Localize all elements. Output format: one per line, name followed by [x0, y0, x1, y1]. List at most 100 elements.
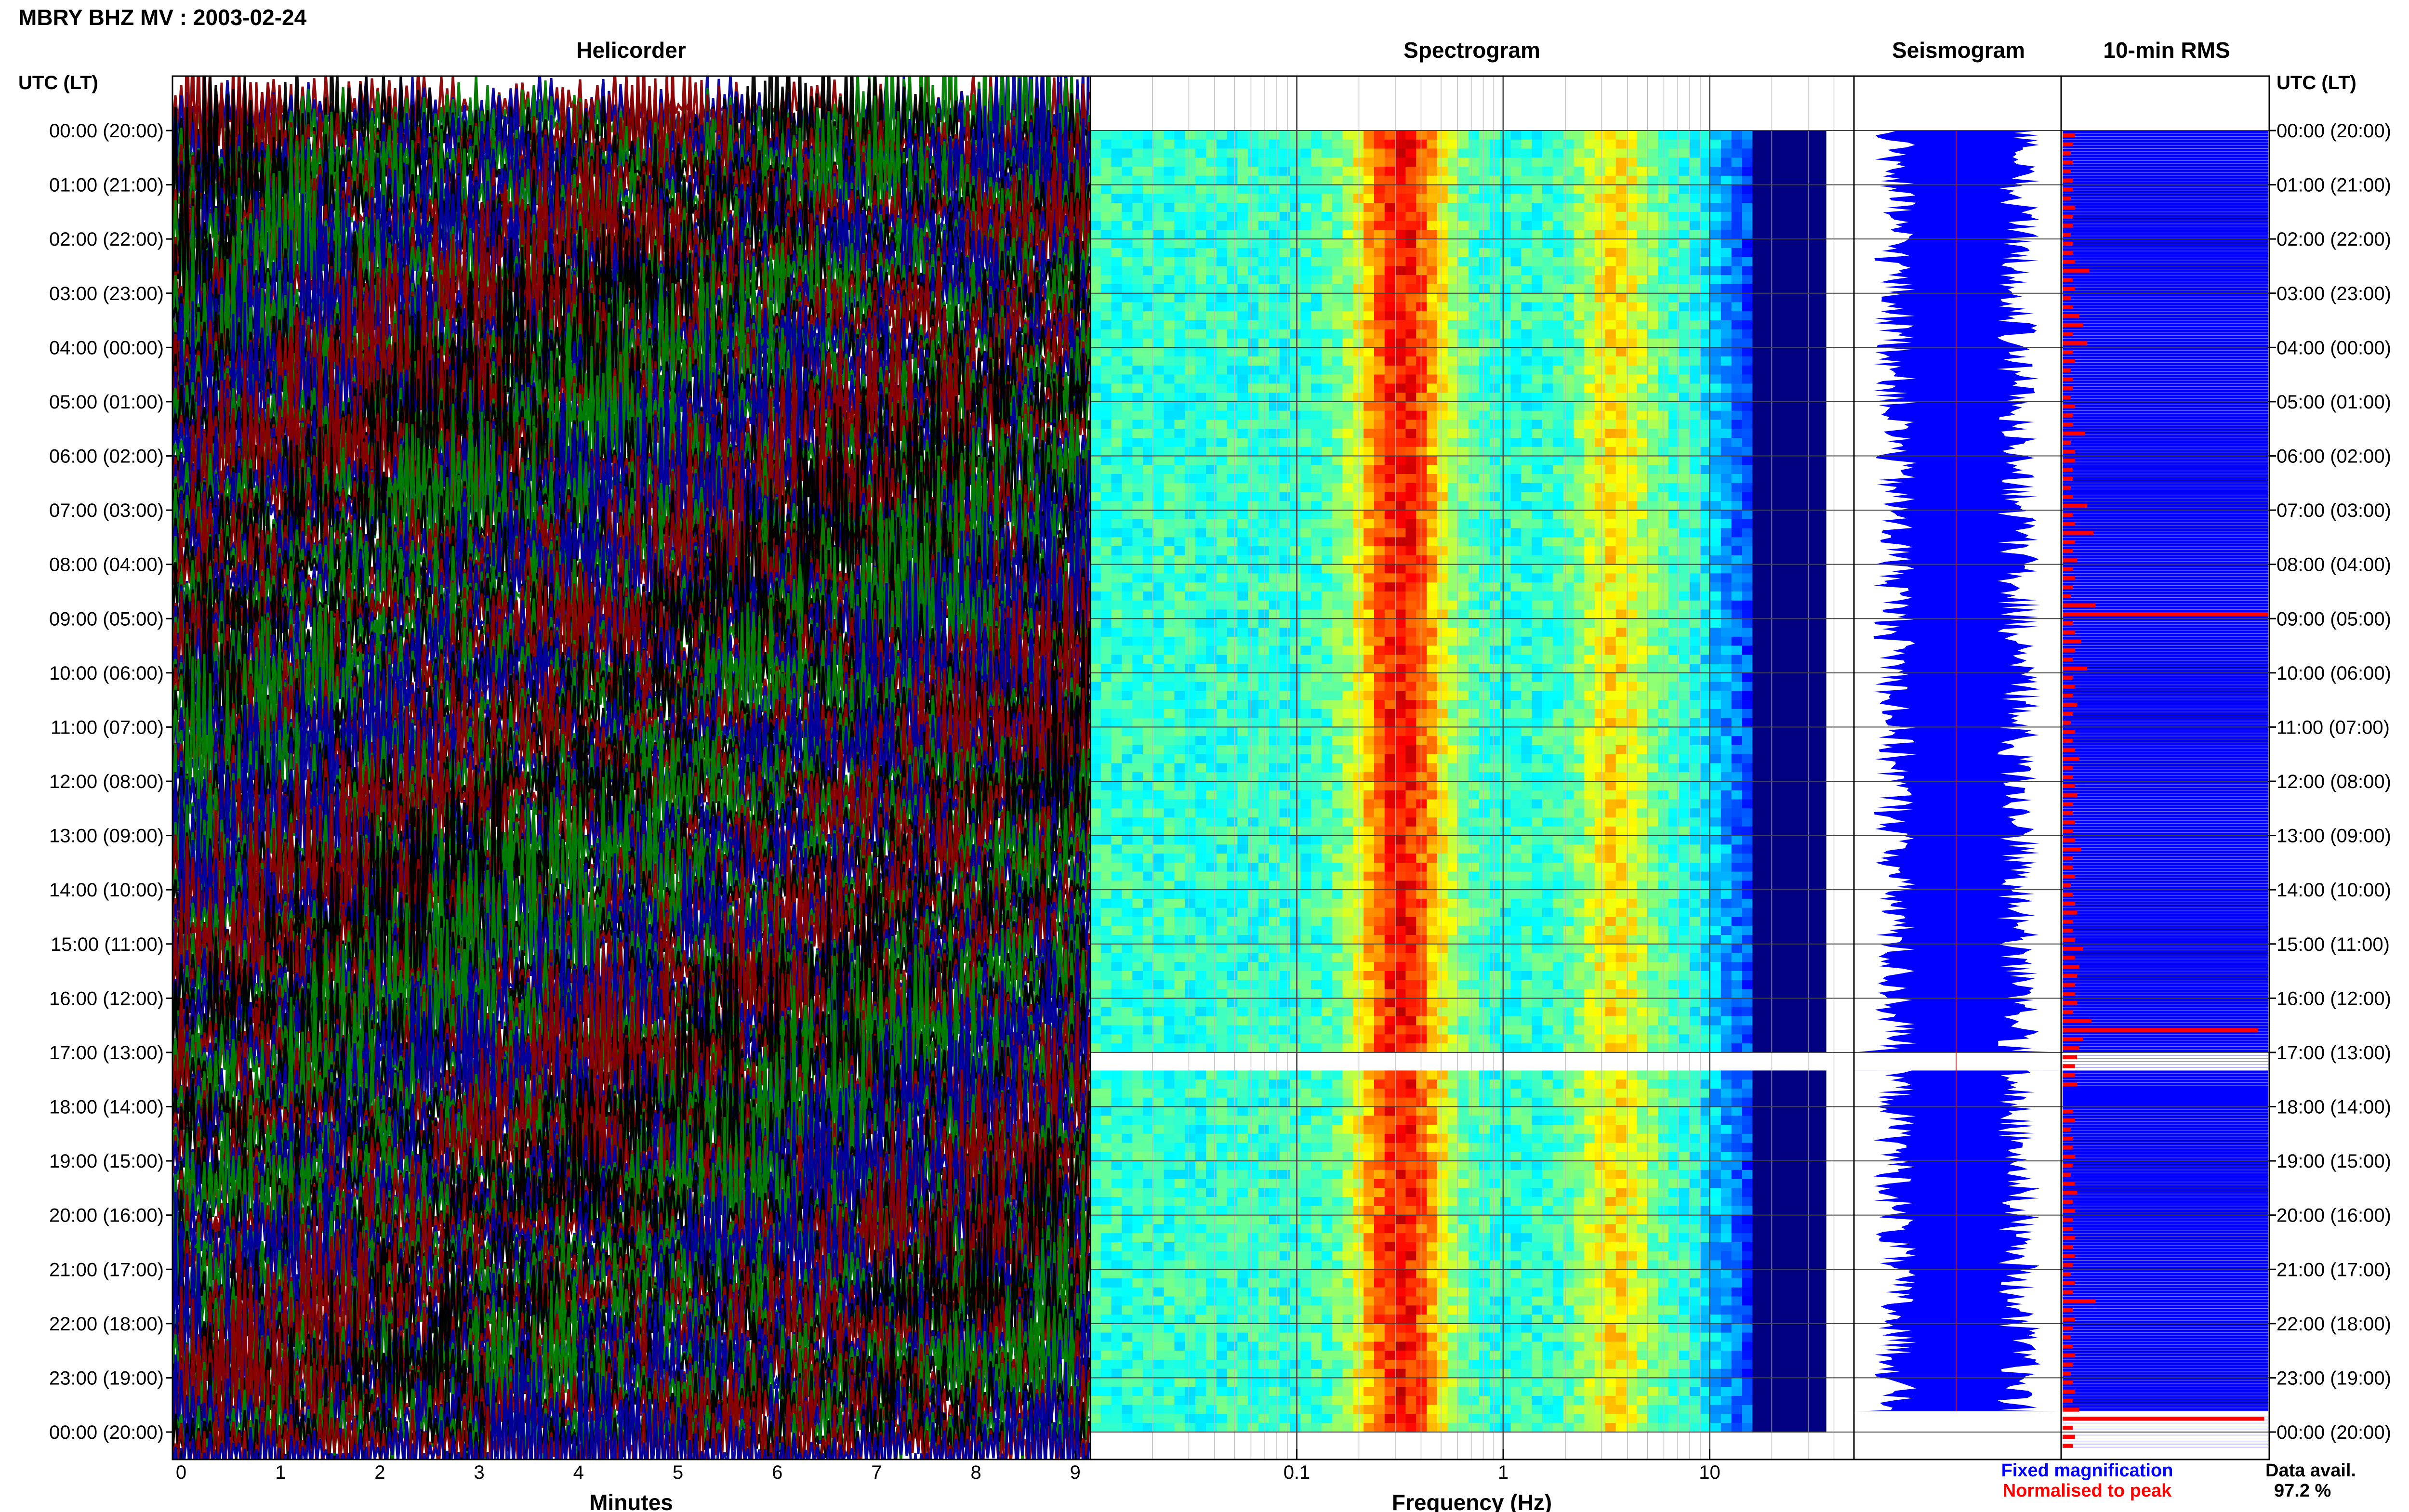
spectrogram-cell	[1111, 636, 1122, 646]
spectrogram-cell	[1647, 148, 1658, 158]
spectrogram-cell	[1416, 618, 1427, 628]
spectrogram-cell	[1132, 131, 1143, 140]
spectrogram-cell	[1647, 655, 1658, 664]
spectrogram-cell	[1794, 546, 1805, 556]
spectrogram-cell	[1731, 211, 1743, 222]
spectrogram-cell	[1353, 203, 1364, 212]
spectrogram-cell	[1731, 158, 1743, 167]
spectrogram-cell	[1658, 184, 1669, 194]
spectrogram-cell	[1427, 501, 1438, 511]
spectrogram-cell	[1584, 320, 1595, 330]
spectrogram-cell	[1122, 266, 1133, 276]
spectrogram-cell	[1153, 248, 1165, 258]
spectrogram-cell	[1258, 700, 1270, 710]
spectrogram-cell	[1605, 592, 1616, 601]
spectrogram-cell	[1721, 338, 1732, 348]
spectrogram-cell	[1248, 320, 1259, 330]
spectrogram-cell	[1143, 194, 1154, 203]
spectrogram-cell	[1689, 248, 1700, 258]
spectrogram-cell	[1416, 600, 1427, 610]
spectrogram-cell	[1521, 284, 1532, 294]
spectrogram-cell	[1532, 383, 1543, 393]
spectrogram-cell	[1510, 555, 1522, 565]
spectrogram-cell	[1658, 338, 1669, 348]
spectrogram-cell	[1164, 664, 1175, 673]
spectrogram-cell	[1615, 546, 1627, 556]
spectrogram-cell	[1752, 347, 1763, 357]
spectrogram-cell	[1647, 410, 1658, 421]
spectrogram-cell	[1185, 655, 1196, 664]
spectrogram-cell	[1605, 555, 1616, 565]
spectrogram-cell	[1542, 438, 1553, 447]
spectrogram-cell	[1185, 311, 1196, 321]
spectrogram-cell	[1731, 410, 1743, 421]
spectrogram-cell	[1637, 672, 1648, 683]
spectrogram-cell	[1815, 211, 1827, 222]
spectrogram-cell	[1605, 447, 1616, 457]
spectrogram-cell	[1416, 474, 1427, 484]
spectrogram-cell	[1216, 628, 1228, 637]
spectrogram-cell	[1479, 691, 1490, 700]
spectrogram-cell	[1374, 555, 1385, 565]
spectrogram-cell	[1752, 401, 1763, 411]
spectrogram-cell	[1437, 700, 1448, 710]
spectrogram-cell	[1416, 302, 1427, 312]
spectrogram-cell	[1437, 736, 1448, 746]
spectrogram-cell	[1227, 700, 1238, 710]
spectrogram-cell	[1794, 628, 1805, 637]
spectrogram-cell	[1427, 582, 1438, 592]
spectrogram-cell	[1353, 257, 1364, 267]
spectrogram-cell	[1143, 636, 1154, 646]
spectrogram-cell	[1185, 329, 1196, 339]
spectrogram-cell	[1658, 275, 1669, 285]
spectrogram-cell	[1773, 700, 1785, 710]
spectrogram-cell	[1195, 302, 1206, 312]
spectrogram-cell	[1595, 546, 1606, 556]
spectrogram-cell	[1227, 745, 1238, 755]
spectrogram-cell	[1384, 401, 1396, 411]
spectrogram-cell	[1416, 248, 1427, 258]
spectrogram-cell	[1111, 356, 1122, 366]
spectrogram-cell	[1521, 736, 1532, 746]
spectrogram-cell	[1384, 519, 1396, 529]
spectrogram-cell	[1784, 302, 1795, 312]
spectrogram-cell	[1742, 320, 1753, 330]
spectrogram-cell	[1615, 691, 1627, 700]
spectrogram-cell	[1742, 221, 1753, 230]
spectrogram-cell	[1195, 131, 1206, 140]
spectrogram-cell	[1143, 167, 1154, 176]
spectrogram-cell	[1311, 266, 1322, 276]
spectrogram-cell	[1122, 564, 1133, 574]
spectrogram-cell	[1427, 709, 1438, 719]
spectrogram-cell	[1679, 546, 1690, 556]
spectrogram-cell	[1521, 465, 1532, 474]
spectrogram-cell	[1206, 564, 1217, 574]
spectrogram-cell	[1185, 230, 1196, 239]
spectrogram-cell	[1405, 401, 1416, 411]
spectrogram-cell	[1405, 230, 1416, 239]
spectrogram-cell	[1584, 555, 1595, 565]
spectrogram-cell	[1700, 736, 1711, 746]
spectrogram-cell	[1185, 266, 1196, 276]
spectrogram-cell	[1363, 537, 1375, 547]
spectrogram-cell	[1395, 492, 1406, 501]
spectrogram-cell	[1258, 302, 1270, 312]
spectrogram-cell	[1563, 474, 1574, 484]
spectrogram-cell	[1532, 546, 1543, 556]
spectrogram-cell	[1174, 275, 1185, 285]
spectrogram-cell	[1500, 600, 1511, 610]
spectrogram-cell	[1363, 691, 1375, 700]
spectrogram-cell	[1458, 184, 1469, 194]
spectrogram-cell	[1395, 672, 1406, 683]
spectrogram-cell	[1300, 158, 1311, 167]
spectrogram-cell	[1300, 709, 1311, 719]
spectrogram-cell	[1752, 537, 1763, 547]
spectrogram-cell	[1615, 465, 1627, 474]
spectrogram-cell	[1668, 709, 1680, 719]
spectrogram-cell	[1805, 519, 1816, 529]
spectrogram-cell	[1532, 564, 1543, 574]
spectrogram-cell	[1185, 320, 1196, 330]
spectrogram-cell	[1447, 184, 1459, 194]
spectrogram-cell	[1153, 302, 1165, 312]
spectrogram-cell	[1090, 465, 1101, 474]
